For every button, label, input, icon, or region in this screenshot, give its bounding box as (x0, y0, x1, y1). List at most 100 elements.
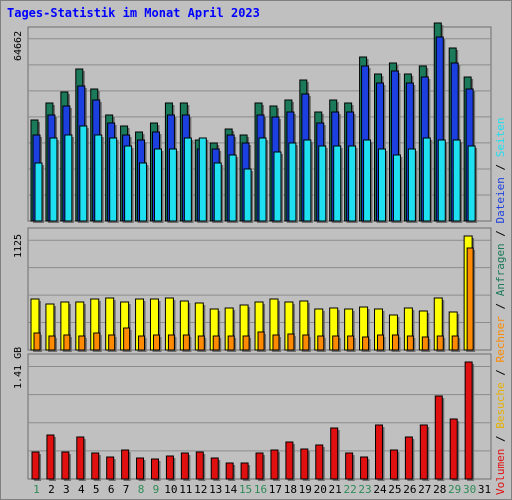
legend-separator: / (494, 223, 507, 243)
visits-bar-rechner (152, 334, 162, 352)
visits-bar-rechner (436, 335, 446, 352)
volume-bar-volumen (195, 451, 206, 481)
bar-face (273, 151, 282, 222)
bar-face (333, 145, 342, 222)
volume-bar-volumen (121, 449, 131, 481)
bar-face (63, 334, 71, 351)
bar-face (64, 134, 73, 222)
requests-bar-seiten (34, 162, 44, 223)
day-label: 8 (138, 483, 145, 496)
bar-face (302, 334, 310, 351)
requests-bar-seiten (273, 151, 283, 223)
bar-face (180, 452, 189, 480)
volume-bar-volumen (240, 462, 251, 481)
requests-bar-seiten (183, 137, 194, 223)
bar-face (287, 333, 295, 351)
volume-bar-volumen (375, 424, 385, 481)
requests-bar-seiten (378, 148, 388, 223)
day-label: 25 (388, 483, 401, 496)
bar-face (33, 332, 41, 351)
visits-bar-rechner (347, 335, 356, 352)
volume-bar-volumen (300, 448, 310, 481)
bar-face (46, 434, 55, 480)
day-label: 1 (33, 483, 40, 496)
day-label: 15 (239, 483, 252, 496)
visits-bar-rechner (302, 334, 311, 352)
bar-face (258, 137, 267, 222)
day-label: 18 (284, 483, 297, 496)
day-label: 11 (179, 483, 192, 496)
volume-bar-volumen (46, 434, 56, 481)
bar-face (121, 449, 130, 480)
day-label: 10 (164, 483, 177, 496)
requests-bar-seiten (228, 154, 239, 223)
volume-bar-volumen (225, 462, 236, 481)
visits-bar-rechner (406, 335, 416, 352)
volume-bar-volumen (165, 455, 176, 481)
bar-face (407, 148, 416, 222)
bar-face (197, 335, 205, 351)
bar-face (389, 449, 398, 480)
bar-face (404, 436, 413, 480)
volume-bar-volumen (434, 395, 445, 481)
requests-bar-seiten (303, 139, 313, 223)
requests-bar-seiten (49, 137, 59, 223)
legend: Volumen / Besuche / Rechner / Anfragen /… (494, 117, 507, 495)
bar-face (362, 336, 370, 351)
requests-bar-seiten (64, 134, 74, 223)
bar-face (464, 361, 473, 480)
visits-bar-rechner (391, 334, 401, 352)
visits-bar-rechner (466, 247, 476, 352)
day-label: 12 (194, 483, 207, 496)
bar-face (165, 455, 174, 480)
visits-bar-rechner (421, 336, 431, 352)
legend-separator: / (494, 296, 507, 316)
legend-separator: / (494, 157, 507, 177)
requests-bar-seiten (452, 139, 463, 223)
bar-face (108, 334, 116, 351)
day-label: 14 (224, 483, 238, 496)
bar-face (124, 145, 133, 222)
bar-face (139, 162, 148, 222)
visits-axis-max: 1125 (13, 234, 24, 258)
bar-face (153, 148, 162, 222)
requests-bar-seiten (153, 148, 164, 223)
volume-bar-volumen (360, 456, 370, 481)
bar-face (150, 458, 159, 480)
visits-bar-rechner (33, 332, 42, 352)
bar-face (227, 335, 235, 351)
bar-face (243, 168, 252, 222)
volume-bar-volumen (91, 452, 101, 481)
day-label: 2 (48, 483, 55, 496)
visits-bar-rechner (123, 327, 132, 352)
bar-face (391, 334, 399, 351)
bar-face (332, 335, 340, 351)
bar-face (375, 424, 384, 480)
bar-face (225, 462, 234, 480)
day-label: 28 (433, 483, 446, 496)
volume-bar-volumen (464, 361, 475, 481)
day-label: 31 (478, 483, 491, 496)
day-label: 17 (269, 483, 282, 496)
bar-face (78, 335, 86, 351)
visits-bar-rechner (63, 334, 72, 352)
bar-face (198, 137, 207, 222)
bar-face (195, 451, 204, 480)
requests-bar-seiten (213, 162, 224, 223)
bar-face (318, 145, 327, 222)
bar-face (360, 456, 369, 480)
bar-face (228, 154, 237, 222)
volume-bar-volumen (285, 441, 295, 481)
bar-face (136, 457, 145, 480)
day-label: 24 (373, 483, 387, 496)
bar-face (123, 327, 131, 351)
day-label: 9 (153, 483, 160, 496)
visits-bar-rechner (257, 331, 267, 352)
visits-bar-rechner (108, 334, 117, 352)
bar-face (347, 335, 355, 351)
bar-face (48, 335, 56, 351)
day-label: 27 (418, 483, 431, 496)
requests-bar-seiten (437, 139, 448, 223)
